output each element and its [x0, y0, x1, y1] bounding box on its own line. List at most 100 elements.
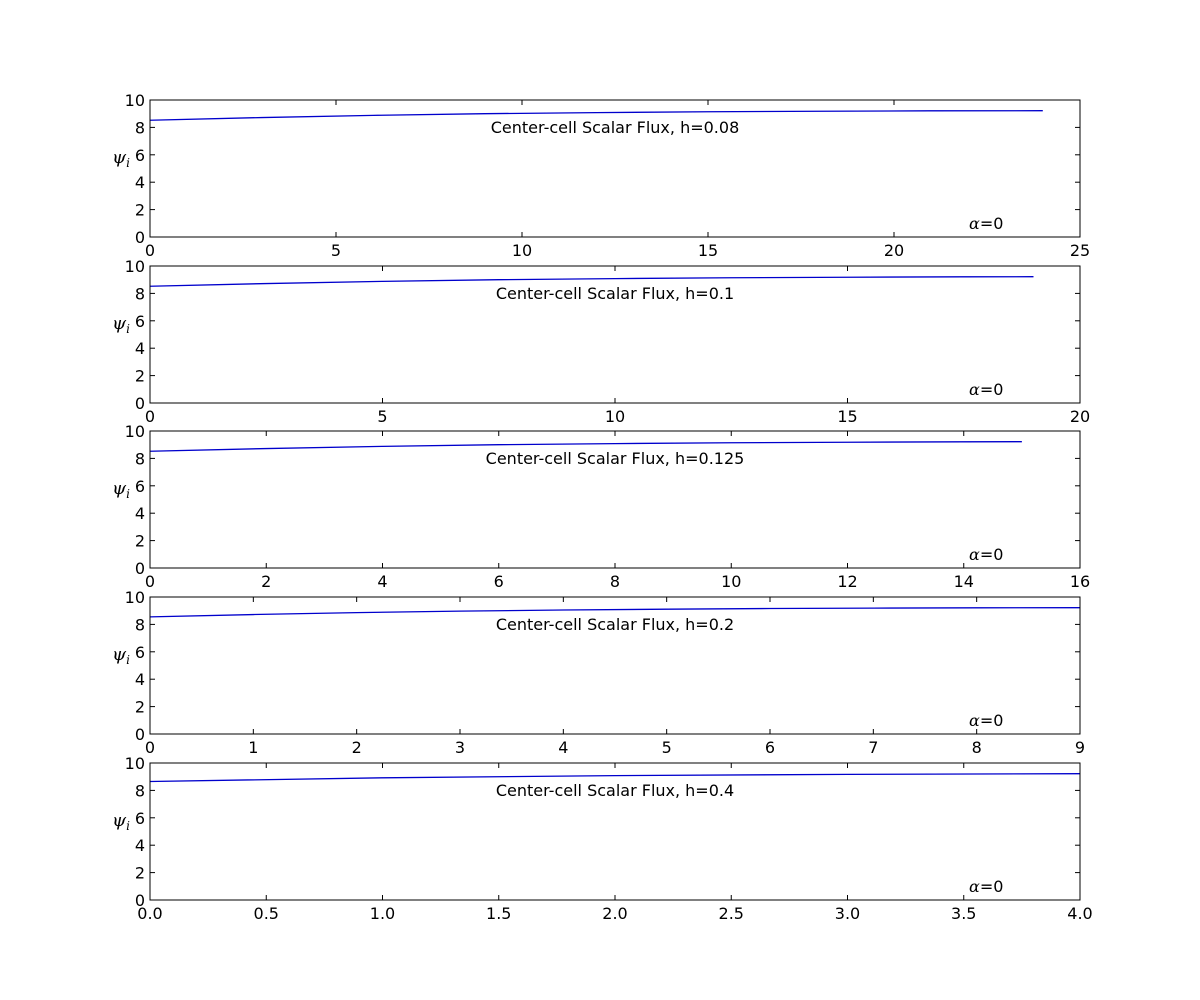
- x-tick-label: 20: [884, 241, 904, 260]
- alpha-annotation: α=0: [969, 214, 1003, 233]
- x-tick-label: 4: [558, 738, 568, 757]
- y-tick-label: 8: [135, 284, 145, 303]
- alpha-annotation-symbol: α: [969, 214, 980, 233]
- data-line: [149, 441, 1022, 452]
- x-tick-label: 7: [868, 738, 878, 757]
- y-tick-label: 10: [125, 754, 145, 773]
- subplot-panel: 0 5 10 15 20 0 2 4 6 8 10 ψi Center-cell Scalar Flux…: [112, 257, 1090, 426]
- alpha-annotation-symbol: α: [969, 877, 980, 896]
- y-tick-label: 2: [135, 698, 145, 717]
- alpha-annotation-symbol: α: [969, 711, 980, 730]
- x-tick-label: 6: [765, 738, 775, 757]
- x-tick-label: 6: [494, 572, 504, 591]
- y-tick-label: 6: [135, 312, 145, 331]
- x-tick-label: 1: [248, 738, 258, 757]
- y-axis-label: ψi: [112, 810, 130, 833]
- y-axis-label-subscript: i: [126, 487, 130, 501]
- x-tick-label: 20: [1070, 407, 1090, 426]
- y-axis-label-symbol: ψ: [112, 478, 127, 499]
- x-tick-label: 15: [698, 241, 718, 260]
- y-tick-label: 4: [135, 339, 145, 358]
- y-axis-label-subscript: i: [126, 653, 130, 667]
- y-axis-label-symbol: ψ: [112, 313, 127, 334]
- data-line: [149, 773, 1081, 783]
- alpha-annotation-symbol: α: [969, 380, 980, 399]
- y-tick-label: 10: [125, 588, 145, 607]
- data-line: [149, 110, 1043, 121]
- y-tick-label: 2: [135, 864, 145, 883]
- alpha-annotation: α=0: [969, 877, 1003, 896]
- y-tick-label: 0: [135, 725, 145, 744]
- y-tick-label: 8: [135, 118, 145, 137]
- alpha-annotation-value: =0: [980, 877, 1004, 896]
- y-axis-label-symbol: ψ: [112, 644, 127, 665]
- x-tick-label: 0: [145, 572, 155, 591]
- y-axis-label: ψi: [112, 644, 130, 667]
- y-tick-label: 10: [125, 91, 145, 110]
- y-tick-label: 0: [135, 228, 145, 247]
- x-tick-label: 3.5: [951, 904, 976, 923]
- x-tick-label: 10: [605, 407, 625, 426]
- y-tick-label: 6: [135, 477, 145, 496]
- subplot-panel: 0 5 10 15 20 25 0 2 4 6 8 10 ψi Center-cell Scalar Fl…: [112, 91, 1090, 260]
- y-tick-label: 0: [135, 559, 145, 578]
- y-axis-label-subscript: i: [126, 156, 130, 170]
- y-tick-label: 2: [135, 367, 145, 386]
- y-axis-label-subscript: i: [126, 322, 130, 336]
- alpha-annotation-value: =0: [980, 711, 1004, 730]
- y-tick-label: 10: [125, 422, 145, 441]
- alpha-annotation-value: =0: [980, 545, 1004, 564]
- x-tick-label: 9: [1075, 738, 1085, 757]
- panel-title: Center-cell Scalar Flux, h=0.4: [496, 781, 734, 800]
- x-tick-label: 15: [837, 407, 857, 426]
- subplot-panel: 0 1 2 3 4 5 6 7 8 9 0 2 4 6 8 10 ψi Center-cell Scalar Fl…: [112, 588, 1085, 757]
- alpha-annotation: α=0: [969, 380, 1003, 399]
- y-tick-label: 2: [135, 201, 145, 220]
- y-tick-label: 6: [135, 146, 145, 165]
- x-tick-label: 0: [145, 738, 155, 757]
- subplot-panel: 0 2 4 6 8 10 12 14 16 0 2 4 6 8 10 ψi Center-cell Scalar…: [112, 422, 1090, 591]
- x-tick-label: 2.5: [719, 904, 744, 923]
- axes-frame: [149, 596, 1081, 735]
- y-axis-label: ψi: [112, 147, 130, 170]
- panel-title: Center-cell Scalar Flux, h=0.2: [496, 615, 734, 634]
- y-axis-label-symbol: ψ: [112, 147, 127, 168]
- y-tick-label: 8: [135, 781, 145, 800]
- alpha-annotation: α=0: [969, 545, 1003, 564]
- y-tick-label: 4: [135, 173, 145, 192]
- x-tick-label: 5: [662, 738, 672, 757]
- x-tick-label: 3.0: [835, 904, 860, 923]
- x-tick-label: 25: [1070, 241, 1090, 260]
- x-tick-label: 4.0: [1067, 904, 1092, 923]
- y-tick-label: 4: [135, 670, 145, 689]
- x-tick-label: 0.5: [254, 904, 279, 923]
- x-tick-label: 16: [1070, 572, 1090, 591]
- y-tick-label: 6: [135, 809, 145, 828]
- axes-frame: [149, 99, 1081, 238]
- y-axis-label: ψi: [112, 313, 130, 336]
- y-tick-label: 0: [135, 891, 145, 910]
- x-tick-label: 0: [145, 241, 155, 260]
- y-tick-label: 8: [135, 615, 145, 634]
- y-tick-label: 10: [125, 257, 145, 276]
- data-line: [149, 607, 1081, 618]
- x-tick-label: 8: [610, 572, 620, 591]
- y-tick-label: 4: [135, 836, 145, 855]
- x-tick-label: 10: [512, 241, 532, 260]
- subplot-panel: 0.0 0.5 1.0 1.5 2.0 2.5 3.0 3.5 4.0 0 2 4 6 8 10 ψi Cent…: [112, 754, 1093, 923]
- x-tick-label: 1.0: [370, 904, 395, 923]
- y-tick-label: 0: [135, 394, 145, 413]
- x-tick-label: 5: [377, 407, 387, 426]
- panel-title: Center-cell Scalar Flux, h=0.125: [486, 449, 745, 468]
- alpha-annotation-symbol: α: [969, 545, 980, 564]
- x-tick-label: 2.0: [602, 904, 627, 923]
- panel-title: Center-cell Scalar Flux, h=0.1: [496, 284, 734, 303]
- x-tick-label: 10: [721, 572, 741, 591]
- y-axis-label-symbol: ψ: [112, 810, 127, 831]
- x-tick-label: 1.5: [486, 904, 511, 923]
- alpha-annotation: α=0: [969, 711, 1003, 730]
- x-tick-label: 5: [331, 241, 341, 260]
- x-tick-label: 12: [837, 572, 857, 591]
- data-line: [149, 276, 1034, 287]
